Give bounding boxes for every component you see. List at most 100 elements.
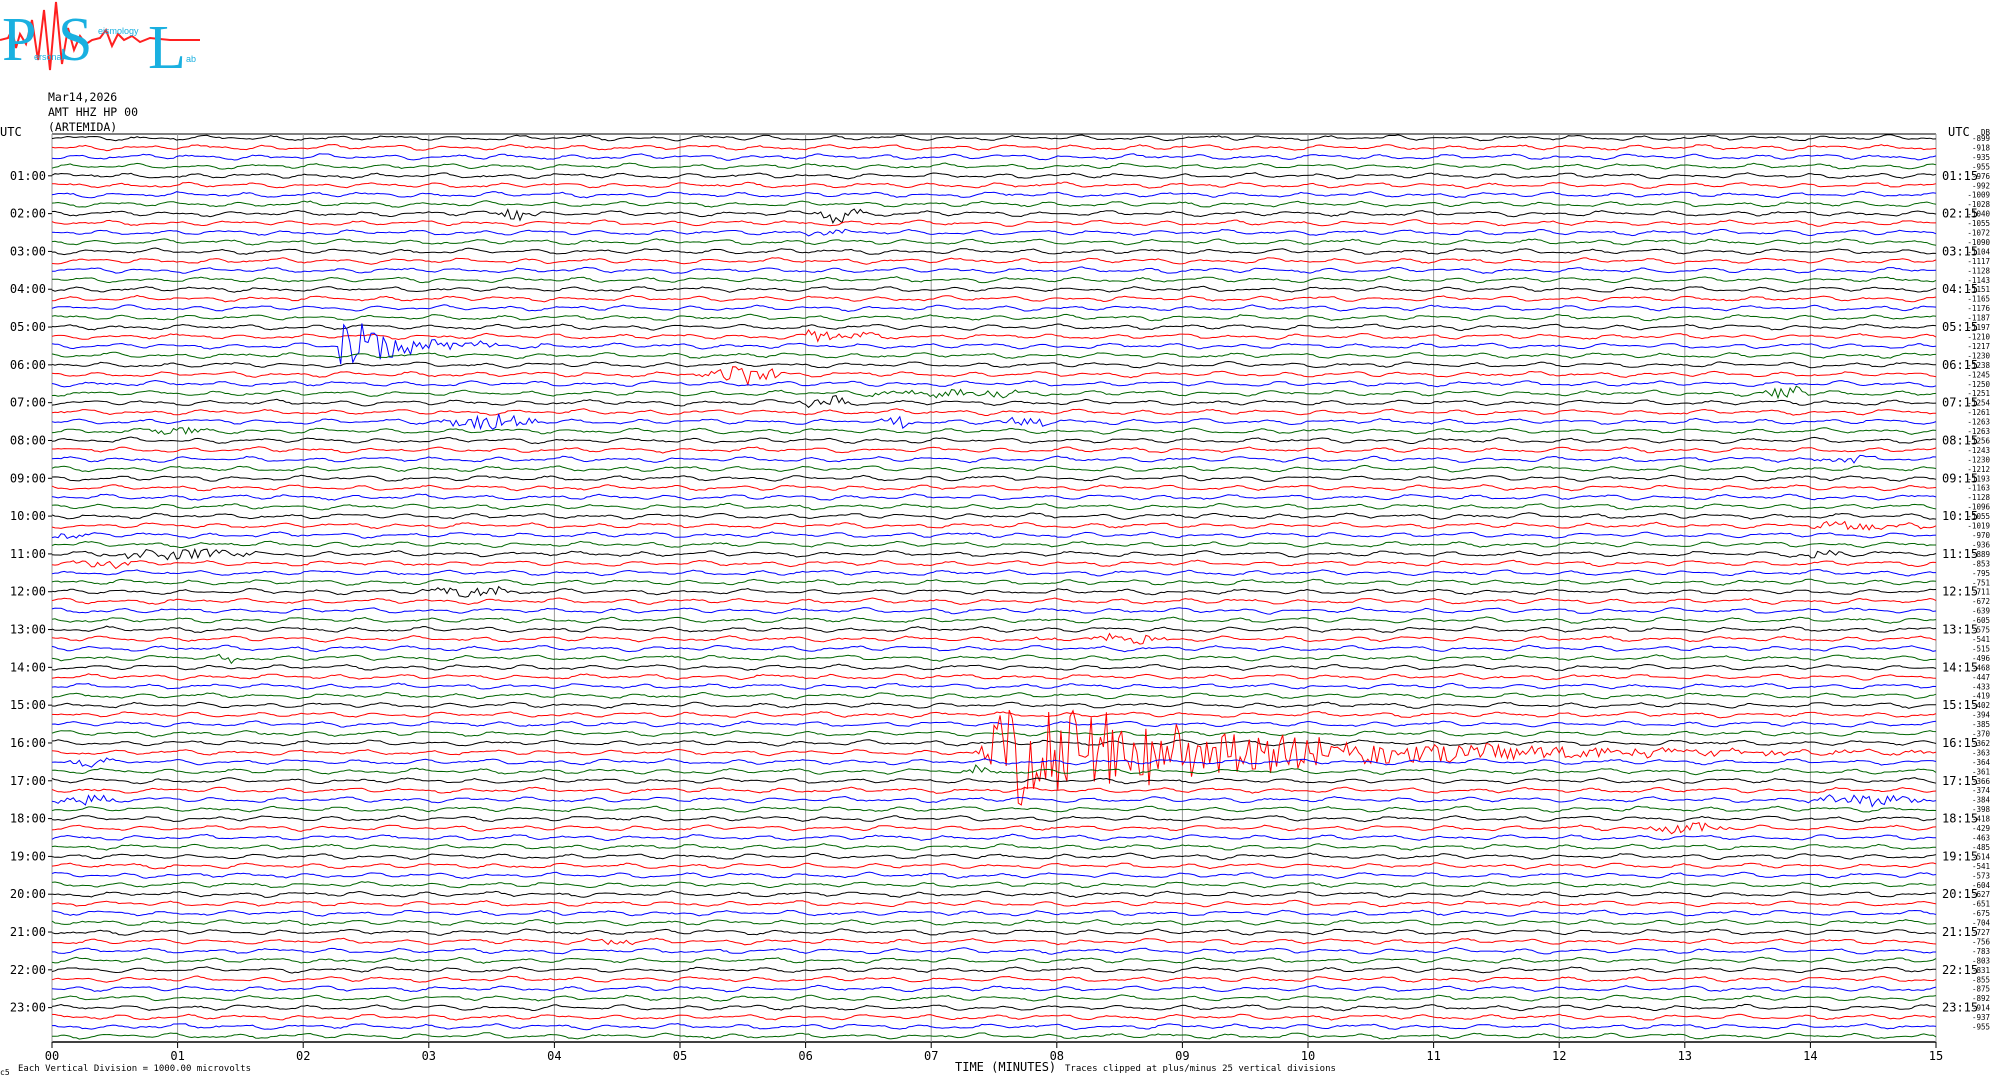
trace-line	[51, 366, 1937, 387]
logo-letter-s: S	[58, 6, 92, 74]
trace-line	[51, 729, 1937, 738]
db-value: -575	[1972, 626, 1990, 635]
trace-line	[51, 559, 1937, 570]
right-hour-label: 14:15	[1942, 660, 1978, 674]
trace-line	[51, 238, 1937, 246]
left-axis-label: UTC	[0, 125, 22, 139]
trace-line	[51, 328, 1937, 343]
db-value: -1230	[1967, 455, 1990, 464]
left-hour-label: 23:00	[10, 1001, 46, 1015]
right-hour-label: 05:15	[1942, 320, 1978, 334]
trace-line	[51, 616, 1937, 624]
db-value: -485	[1972, 843, 1990, 852]
db-value: -605	[1972, 616, 1990, 625]
trace-line	[51, 815, 1937, 823]
trace-line	[51, 757, 1937, 768]
db-value: -541	[1972, 635, 1990, 644]
db-value: -418	[1972, 815, 1991, 824]
db-value: -361	[1972, 767, 1990, 776]
left-hour-label: 12:00	[10, 585, 46, 599]
db-value: -675	[1972, 909, 1990, 918]
left-hour-label: 10:00	[10, 509, 46, 523]
db-value: -831	[1972, 966, 1990, 975]
trace-line	[51, 520, 1937, 531]
db-value: -1217	[1967, 342, 1990, 351]
left-hour-label: 03:00	[10, 244, 46, 258]
db-value: -795	[1972, 569, 1990, 578]
logo-word-seismology: eismology	[98, 26, 139, 36]
trace-line	[51, 266, 1937, 274]
trace-line	[51, 966, 1937, 974]
right-hour-label: 04:15	[1942, 282, 1978, 296]
left-hour-label: 06:00	[10, 358, 46, 372]
x-tick-label: 11	[1426, 1049, 1440, 1063]
trace-line	[51, 436, 1937, 445]
corner-mark: c5	[0, 1068, 10, 1077]
db-value: -514	[1972, 852, 1991, 861]
trace-line	[51, 644, 1937, 653]
trace-line	[51, 975, 1937, 983]
trace-line	[51, 568, 1936, 577]
trace-line	[51, 153, 1937, 161]
left-hour-label: 11:00	[10, 547, 46, 561]
trace-line	[51, 585, 1937, 598]
db-value: -1176	[1967, 304, 1990, 313]
db-value: -374	[1972, 786, 1991, 795]
trace-line	[51, 323, 1937, 365]
db-value: -573	[1972, 871, 1990, 880]
trace-line	[51, 379, 1937, 388]
logo-word-lab: ab	[186, 54, 196, 64]
db-value: -1128	[1967, 266, 1990, 275]
trace-line	[51, 257, 1937, 265]
trace-line	[51, 413, 1937, 431]
x-tick-label: 08	[1050, 1049, 1064, 1063]
vertical-division-note: Each Vertical Division = 1000.00 microvo…	[18, 1064, 251, 1074]
left-hour-label: 13:00	[10, 623, 46, 637]
db-value: -429	[1972, 824, 1990, 833]
trace-line	[51, 493, 1937, 501]
trace-line	[51, 709, 1937, 806]
trace-line	[51, 691, 1937, 700]
trace-line	[51, 871, 1937, 879]
left-hour-label: 04:00	[10, 282, 46, 296]
db-value: -1212	[1967, 465, 1990, 474]
trace-line	[51, 464, 1937, 473]
db-value: -1090	[1967, 238, 1990, 247]
db-value: -992	[1972, 181, 1990, 190]
x-tick-label: 03	[422, 1049, 436, 1063]
trace-line	[51, 512, 1937, 520]
x-axis-label: TIME (MINUTES)	[955, 1060, 1057, 1074]
trace-line	[51, 285, 1937, 293]
db-value: -394	[1972, 711, 1991, 720]
db-value: -936	[1972, 540, 1991, 549]
right-hour-label: 07:15	[1942, 396, 1978, 410]
left-hour-label: 19:00	[10, 849, 46, 863]
left-hour-label: 01:00	[10, 169, 46, 183]
logo-word-personal: ersonal	[34, 52, 64, 62]
db-value: -1117	[1967, 257, 1990, 266]
db-value: -899	[1972, 134, 1990, 143]
db-value: -1256	[1967, 436, 1990, 445]
db-value: -970	[1972, 531, 1991, 540]
trace-line	[51, 531, 1937, 540]
db-value: -1040	[1967, 210, 1990, 219]
db-value: -1238	[1967, 361, 1990, 370]
db-value: -433	[1972, 682, 1990, 691]
trace-line	[51, 805, 1937, 813]
db-value: -1251	[1967, 389, 1990, 398]
trace-line	[51, 1003, 1937, 1012]
right-hour-label: 02:15	[1942, 207, 1978, 221]
db-value: -363	[1972, 748, 1990, 757]
db-value: -604	[1972, 881, 1991, 890]
trace-line	[51, 710, 1937, 719]
right-hour-label: 03:15	[1942, 244, 1978, 258]
trace-line	[51, 994, 1937, 1002]
db-value: -1210	[1967, 333, 1990, 342]
trace-line	[51, 208, 1937, 224]
trace-line	[51, 919, 1937, 927]
db-value: -1197	[1967, 323, 1990, 332]
trace-line	[52, 181, 1937, 189]
db-value: -1019	[1967, 522, 1990, 531]
trace-line	[51, 881, 1937, 889]
trace-line	[51, 764, 1937, 776]
